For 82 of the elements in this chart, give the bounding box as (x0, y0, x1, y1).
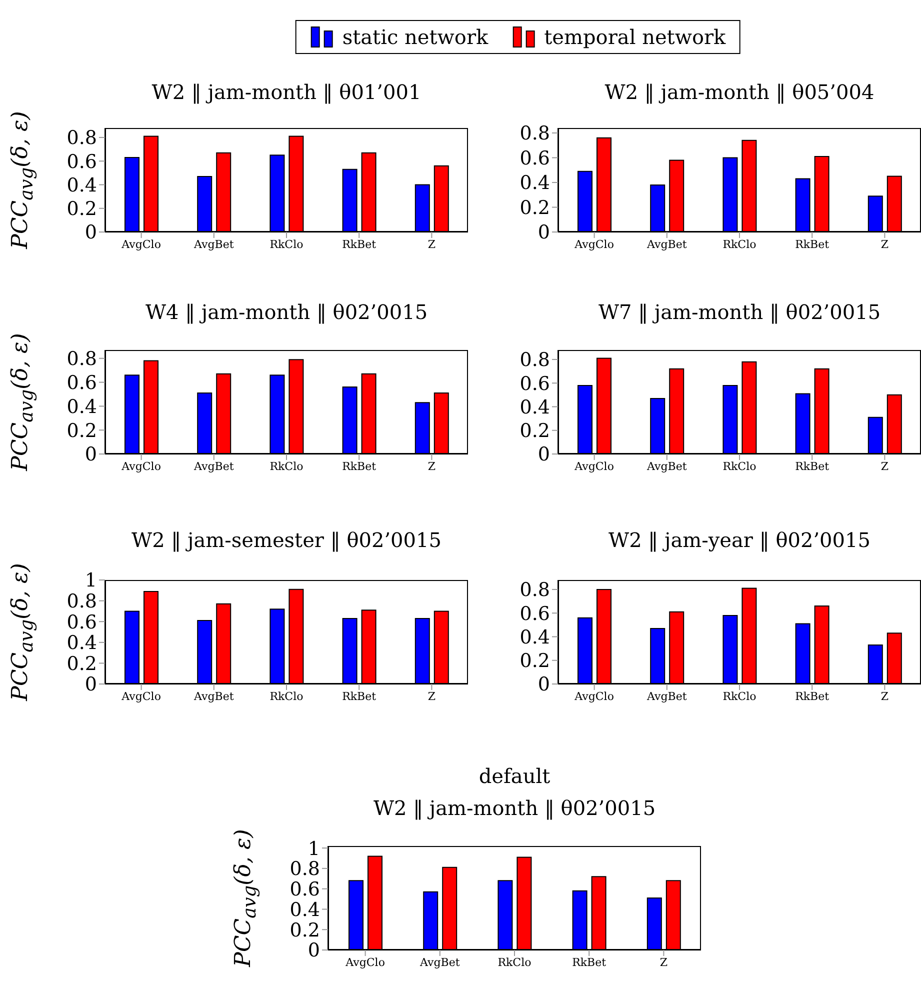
x-tick-label: Z (660, 956, 668, 969)
x-tick-label: Z (880, 690, 889, 703)
x-tick-label: AvgBet (646, 238, 688, 251)
x-tick-label: RkClo (722, 460, 757, 473)
y-tick-label: 0.2 (520, 196, 550, 219)
y-tick-label: 0.2 (520, 420, 550, 442)
y-tick-label: 0.2 (66, 198, 97, 220)
x-tick-label: AvgBet (193, 460, 234, 473)
chart-title: W4 ‖ jam-month ‖ θ02’0015 (144, 300, 429, 324)
y-tick-label: 0.6 (66, 150, 97, 173)
x-tick-label: RkBet (342, 238, 377, 251)
y-tick-label: 0.6 (520, 147, 550, 170)
y-tick-label: 1 (308, 838, 320, 860)
y-tick-label: 0.4 (520, 396, 550, 418)
y-tick-label: 0 (84, 444, 97, 466)
y-tick-label: 0.6 (66, 611, 97, 634)
x-tick-label: AvgClo (574, 460, 614, 473)
x-tick-label: RkClo (270, 238, 304, 251)
y-tick-label: 0 (538, 444, 550, 466)
y-tick-label: 0 (538, 674, 550, 696)
x-tick-label: Z (428, 690, 436, 703)
x-tick-label: RkBet (342, 690, 377, 703)
x-tick-label: RkBet (795, 460, 830, 473)
y-tick-label: 0.6 (520, 602, 550, 625)
x-tick-label: AvgClo (574, 238, 614, 251)
x-tick-label: RkClo (498, 956, 532, 969)
y-tick-label: 0 (84, 674, 97, 696)
legend-label: static network (342, 25, 488, 49)
x-tick-label: AvgBet (419, 956, 460, 969)
y-tick-label: 0.8 (66, 127, 97, 150)
x-tick-label: Z (880, 460, 889, 473)
chart-title: W2 ‖ jam-semester ‖ θ02’0015 (130, 528, 442, 552)
y-tick-label: 0.8 (520, 122, 550, 145)
y-tick-label: 0.8 (66, 590, 97, 613)
y-tick-label: 1 (84, 570, 97, 592)
chart-title: W2 ‖ jam-year ‖ θ02’0015 (608, 528, 872, 552)
y-tick-label: 0.8 (290, 858, 320, 880)
x-tick-label: RkClo (722, 238, 757, 251)
x-tick-label: AvgBet (646, 460, 688, 473)
x-tick-label: AvgClo (120, 460, 162, 473)
y-tick-label: 0 (308, 940, 320, 962)
chart-title: default (478, 764, 552, 788)
y-tick-label: 0.6 (66, 372, 97, 394)
y-tick-label: 0.8 (520, 349, 550, 372)
x-tick-label: AvgBet (193, 238, 234, 251)
x-tick-label: RkClo (270, 460, 304, 473)
chart-title: W7 ‖ jam-month ‖ θ02’0015 (597, 300, 882, 324)
y-tick-label: 0.4 (290, 898, 320, 921)
y-tick-label: 0.4 (66, 396, 97, 418)
y-tick-label: 0.4 (520, 626, 550, 648)
x-tick-label: RkBet (795, 690, 830, 703)
y-tick-label: 0.8 (520, 579, 550, 602)
legend-label: temporal network (544, 25, 726, 49)
y-tick-label: 0.2 (66, 652, 97, 675)
x-tick-label: Z (428, 460, 436, 473)
x-tick-label: AvgClo (120, 690, 162, 703)
x-tick-label: RkBet (342, 460, 377, 473)
x-tick-label: Z (428, 238, 436, 251)
y-tick-label: 0.4 (66, 632, 97, 654)
x-tick-label: AvgClo (574, 690, 614, 703)
x-tick-label: RkClo (722, 690, 757, 703)
x-tick-label: Z (880, 238, 889, 251)
x-tick-label: AvgClo (344, 956, 386, 969)
x-tick-label: RkBet (795, 238, 830, 251)
x-tick-label: RkBet (572, 956, 607, 969)
y-tick-label: 0.2 (520, 650, 550, 672)
y-tick-label: 0 (84, 222, 97, 244)
y-tick-label: 0.6 (290, 878, 320, 901)
y-tick-label: 0.2 (290, 919, 320, 942)
chart-title: W2 ‖ jam-month ‖ θ05’004 (604, 80, 876, 104)
x-tick-label: AvgBet (193, 690, 234, 703)
x-tick-label: AvgClo (120, 238, 162, 251)
y-tick-label: 0.4 (520, 172, 550, 194)
x-tick-label: RkClo (270, 690, 304, 703)
y-tick-label: 0.6 (520, 372, 550, 395)
y-tick-label: 0.4 (66, 174, 97, 196)
y-tick-label: 0 (538, 222, 550, 244)
x-tick-label: AvgBet (646, 690, 688, 703)
y-tick-label: 0.2 (66, 420, 97, 442)
chart-subtitle: W2 ‖ jam-month ‖ θ02’0015 (372, 796, 657, 820)
y-tick-label: 0.8 (66, 348, 97, 370)
chart-title: W2 ‖ jam-month ‖ θ01’001 (150, 80, 422, 104)
